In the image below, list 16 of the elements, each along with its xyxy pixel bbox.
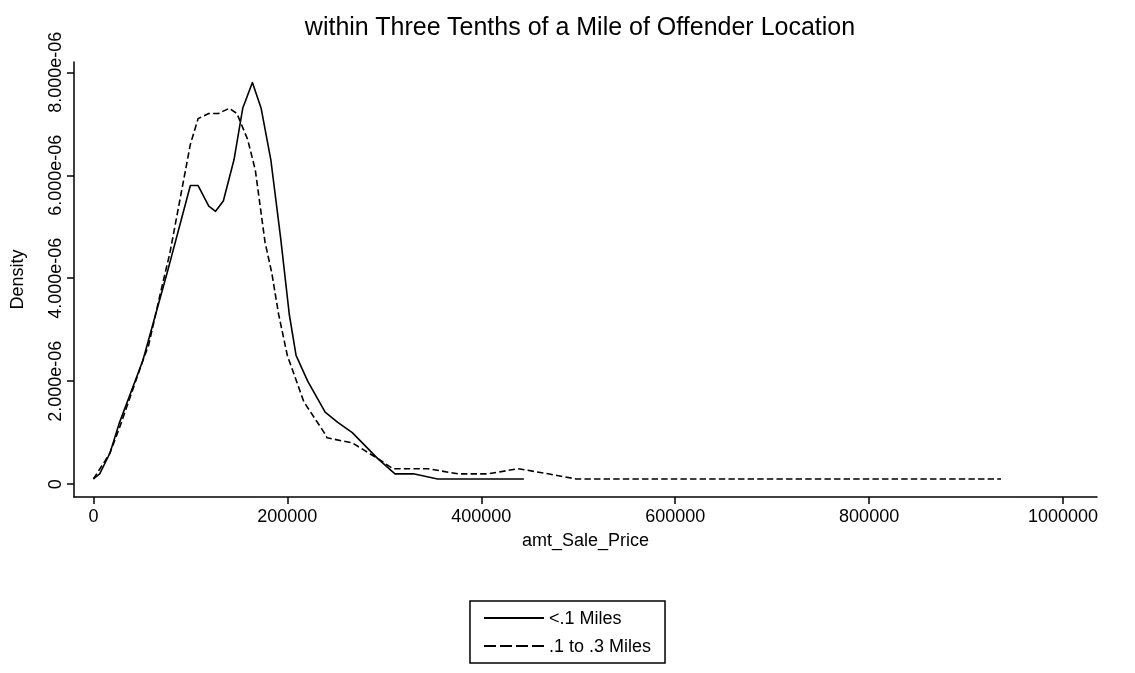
y-tick-label: 6.000e-06 bbox=[45, 134, 65, 216]
legend-label: .1 to .3 Miles bbox=[548, 636, 652, 656]
x-axis-title: amt_Sale_Price bbox=[521, 530, 650, 551]
y-tick-label: 0 bbox=[45, 479, 65, 490]
x-tick-label: 400000 bbox=[451, 506, 512, 526]
legend-label: <.1 Miles bbox=[548, 608, 622, 628]
x-tick-label: 600000 bbox=[645, 506, 706, 526]
y-axis-title: Density bbox=[7, 249, 27, 310]
y-tick-label: 2.000e-06 bbox=[45, 340, 65, 422]
y-tick-label: 8.000e-06 bbox=[45, 31, 65, 113]
x-tick-label: 800000 bbox=[839, 506, 900, 526]
chart-title: within Three Tenths of a Mile of Offender Location bbox=[303, 11, 856, 40]
y-tick-label: 4.000e-06 bbox=[45, 237, 65, 319]
x-tick-label: 200000 bbox=[257, 506, 318, 526]
x-tick-label: 1000000 bbox=[1028, 506, 1099, 526]
x-tick-label: 0 bbox=[88, 506, 99, 526]
